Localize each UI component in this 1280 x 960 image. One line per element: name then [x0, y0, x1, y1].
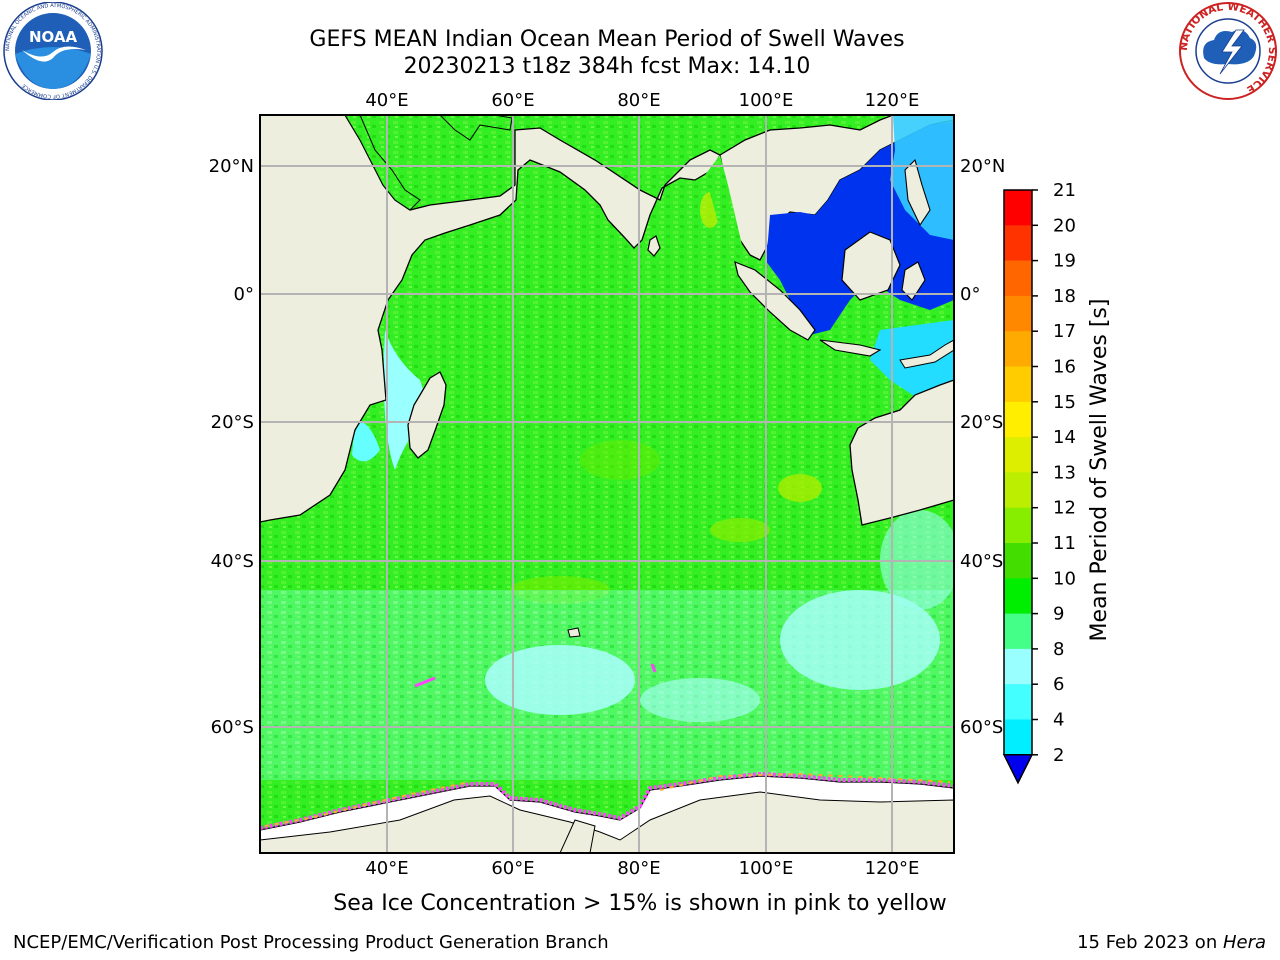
lat-label: 0°	[960, 284, 980, 305]
colorbar-label: Mean Period of Swell Waves [s]	[1087, 299, 1112, 642]
colorbar-segment	[1004, 648, 1032, 685]
colorbar-segment	[1004, 684, 1032, 720]
nws-logo: NATIONAL WEATHER SERVICE	[1178, 2, 1278, 100]
short-period-patch	[383, 330, 430, 470]
lat-label: 60°S	[960, 717, 1003, 738]
colorbar-segment	[1004, 507, 1032, 544]
lon-label: 100°E	[739, 858, 794, 879]
land-philippines	[904, 158, 931, 227]
colorbar-tick-label: 2	[1053, 745, 1064, 766]
colorbar-segment	[1004, 719, 1032, 756]
colorbar-tick-label: 9	[1053, 604, 1064, 625]
land-madagascar	[407, 371, 447, 459]
chart-title: GEFS MEAN Indian Ocean Mean Period of Sw…	[309, 27, 905, 52]
lon-label: 120°E	[865, 858, 920, 879]
colorbar-segment	[1004, 437, 1032, 473]
colorbar-segment	[1004, 613, 1032, 650]
lat-label: 0°	[234, 284, 254, 305]
lat-labels-right: 20°N 0° 20°S 40°S 60°S	[960, 156, 1005, 738]
lon-label: 80°E	[617, 90, 660, 111]
colorbar-tick-label: 10	[1053, 568, 1076, 589]
colorbar-segment	[1004, 366, 1032, 403]
colorbar-segment	[1004, 295, 1032, 332]
colorbar-tick-label: 11	[1053, 533, 1076, 554]
colorbar-tick-label: 21	[1053, 180, 1076, 201]
credit-right: 15 Feb 2023 on Hera	[1077, 932, 1266, 953]
lon-label: 100°E	[739, 90, 794, 111]
colorbar-tick-label: 13	[1053, 462, 1076, 483]
lon-labels-bottom: 40°E 60°E 80°E 100°E 120°E	[365, 858, 919, 879]
credit-date: 15 Feb 2023 on	[1077, 932, 1223, 953]
credit-host: Hera	[1222, 932, 1266, 953]
lon-label: 120°E	[865, 90, 920, 111]
graticule	[260, 115, 954, 853]
colorbar-segment	[1004, 225, 1032, 262]
lat-label: 20°S	[960, 412, 1003, 433]
short-period-patch	[780, 590, 940, 690]
lon-label: 40°E	[365, 858, 408, 879]
colorbar-tick-label: 6	[1053, 674, 1064, 695]
lon-label: 80°E	[617, 858, 660, 879]
land-kerguelen	[567, 627, 581, 638]
map-area	[260, 115, 954, 853]
colorbar-segment	[1004, 190, 1032, 226]
noaa-logo: NOAA NATIONAL OCEANIC AND ATMOSPHERIC AD…	[3, 2, 103, 100]
short-period-patch	[640, 678, 760, 722]
colorbar-tick-label: 17	[1053, 321, 1076, 342]
colorbar-tick-label: 14	[1053, 427, 1076, 448]
map-frame	[259, 114, 955, 854]
colorbar-extend-arrow	[1002, 754, 1034, 785]
lon-labels-top: 40°E 60°E 80°E 100°E 120°E	[365, 90, 919, 111]
colorbar-tick-label: 4	[1053, 710, 1064, 731]
lat-label: 40°S	[960, 551, 1003, 572]
lon-label: 40°E	[365, 90, 408, 111]
colorbar-tick-label: 19	[1053, 251, 1076, 272]
land-australia	[849, 379, 954, 526]
land-sumatra	[734, 261, 816, 341]
colorbar-tick-label: 12	[1053, 498, 1076, 519]
credit-left: NCEP/EMC/Verification Post Processing Pr…	[13, 932, 609, 953]
colorbar-segment	[1004, 401, 1032, 438]
lat-label: 20°N	[209, 156, 254, 177]
land-sulawesi	[901, 261, 926, 301]
short-period-patch	[352, 420, 380, 462]
sea-ice-footnote: Sea Ice Concentration > 15% is shown in …	[333, 891, 947, 916]
colorbar-segment	[1004, 472, 1032, 509]
colorbar-tick-label: 8	[1053, 639, 1064, 660]
chart-subtitle: 20230213 t18z 384h fcst Max: 14.10	[403, 54, 811, 79]
colorbar-segment	[1004, 331, 1032, 367]
warm-patch	[580, 440, 660, 480]
lat-label: 20°S	[211, 412, 254, 433]
short-period-patch	[485, 645, 635, 715]
colorbar-segment	[1004, 260, 1032, 297]
colorbar-segment	[1004, 578, 1032, 615]
lat-label: 20°N	[960, 156, 1005, 177]
noaa-logo-text: NOAA	[29, 28, 78, 46]
colorbar-tick-label: 16	[1053, 357, 1076, 378]
sea-ice-band	[260, 771, 954, 830]
colorbar-tick-label: 18	[1053, 286, 1076, 307]
warm-patch	[778, 474, 822, 502]
colorbar-tick-label: 20	[1053, 215, 1076, 236]
lat-label: 60°S	[211, 717, 254, 738]
land-borneo	[841, 231, 901, 301]
land-java	[819, 339, 882, 357]
lat-labels-left: 20°N 0° 20°S 40°S 60°S	[209, 156, 254, 738]
colorbar-tick-label: 15	[1053, 392, 1076, 413]
lon-label: 60°E	[491, 90, 534, 111]
lon-label: 60°E	[491, 858, 534, 879]
colorbar-segment	[1004, 543, 1032, 579]
colorbar: 21 20 19 18 17 16 15 14 13 12 11 10 9 8 6 4 2	[1002, 180, 1076, 785]
land-sri-lanka	[647, 235, 661, 257]
land-africa-arabia	[260, 115, 721, 523]
lat-label: 40°S	[211, 551, 254, 572]
warm-patch	[710, 518, 770, 542]
